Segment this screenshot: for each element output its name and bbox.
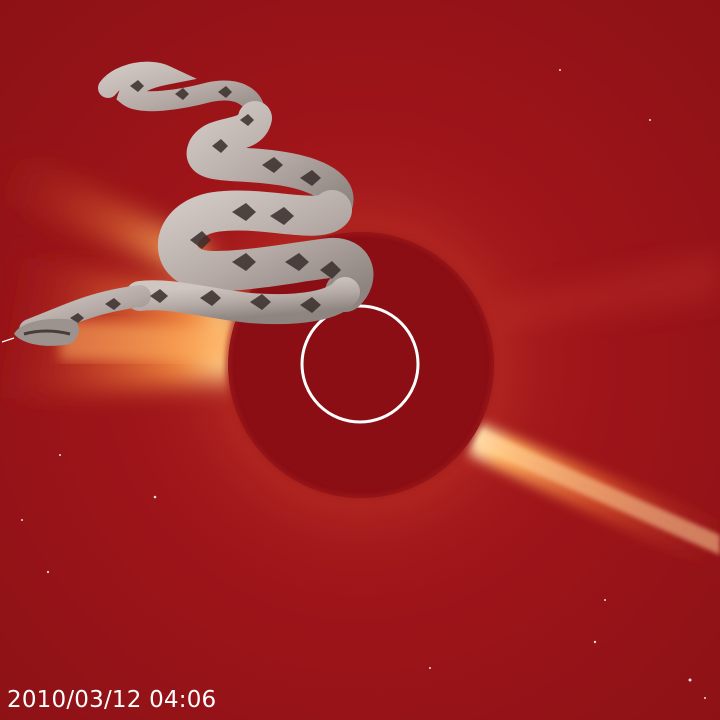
occulter-edge <box>225 229 497 501</box>
snake-upper-body <box>186 101 354 227</box>
snake-tail <box>98 61 266 128</box>
solar-limb-circle <box>300 304 420 424</box>
timestamp-label: 2010/03/12 04:06 <box>7 687 217 713</box>
streamer-lower-right-core <box>478 428 720 555</box>
coronal-streamers <box>0 140 720 575</box>
cosmic-ray-speckles <box>21 69 706 699</box>
snake-markings <box>23 80 341 336</box>
streamer-left-core <box>60 320 235 360</box>
streamer-upper-left <box>0 140 210 280</box>
snake-upper-coil <box>157 190 374 312</box>
boa-snake-overlay <box>1 61 374 346</box>
streamer-right-faint <box>500 250 720 330</box>
snake-tongue <box>1 337 15 343</box>
snake-lower-coil <box>125 277 360 325</box>
